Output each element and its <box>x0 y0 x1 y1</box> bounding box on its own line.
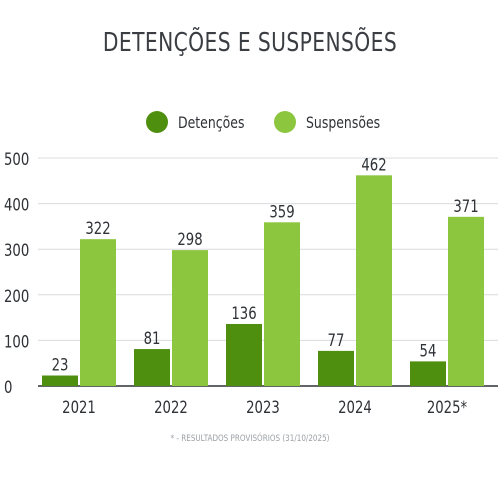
chart-title: DETENÇÕES E SUSPENSÕES <box>102 28 398 58</box>
y-tick-label: 300 <box>4 241 29 261</box>
x-category-label: 2021 <box>62 397 96 417</box>
data-label: 359 <box>269 202 294 222</box>
data-label: 136 <box>231 303 256 323</box>
y-tick-label: 0 <box>4 377 12 397</box>
legend: Detenções Suspensões <box>0 108 500 136</box>
bar-suspensoes <box>172 250 208 386</box>
data-label: 322 <box>85 219 110 239</box>
bar-suspensoes <box>80 239 116 386</box>
legend-label-suspensoes: Suspensões <box>306 112 381 132</box>
x-category-label: 2023 <box>246 397 280 417</box>
bar-detencoes <box>410 361 446 386</box>
data-label: 81 <box>144 328 161 348</box>
bar-detencoes <box>318 350 354 386</box>
legend-swatch-detencoes <box>146 111 168 133</box>
x-category-label: 2025* <box>427 397 468 417</box>
y-tick-label: 200 <box>4 286 29 306</box>
data-label: 54 <box>420 341 437 361</box>
bar-detencoes <box>134 349 170 386</box>
data-label: 77 <box>328 330 345 350</box>
footnote: * - RESULTADOS PROVISÓRIOS (31/10/2025) <box>170 434 330 444</box>
bar-suspensoes <box>264 222 300 386</box>
bar-suspensoes <box>356 175 392 386</box>
legend-swatch-suspensoes <box>274 111 296 133</box>
bar-detencoes <box>226 323 262 386</box>
bar-suspensoes <box>448 216 484 386</box>
data-label: 23 <box>52 355 69 375</box>
legend-item-detencoes: Detenções <box>146 108 263 136</box>
x-category-label: 2022 <box>154 397 188 417</box>
y-tick-label: 100 <box>4 332 29 352</box>
bar-detencoes <box>42 375 78 386</box>
y-tick-label: 400 <box>4 195 29 215</box>
data-label: 371 <box>453 196 478 216</box>
legend-item-suspensoes: Suspensões <box>274 108 401 136</box>
x-category-label: 2024 <box>338 397 372 417</box>
legend-label-detencoes: Detenções <box>178 112 245 132</box>
data-label: 298 <box>177 230 202 250</box>
data-label: 462 <box>361 155 386 175</box>
y-tick-label: 500 <box>4 149 29 169</box>
